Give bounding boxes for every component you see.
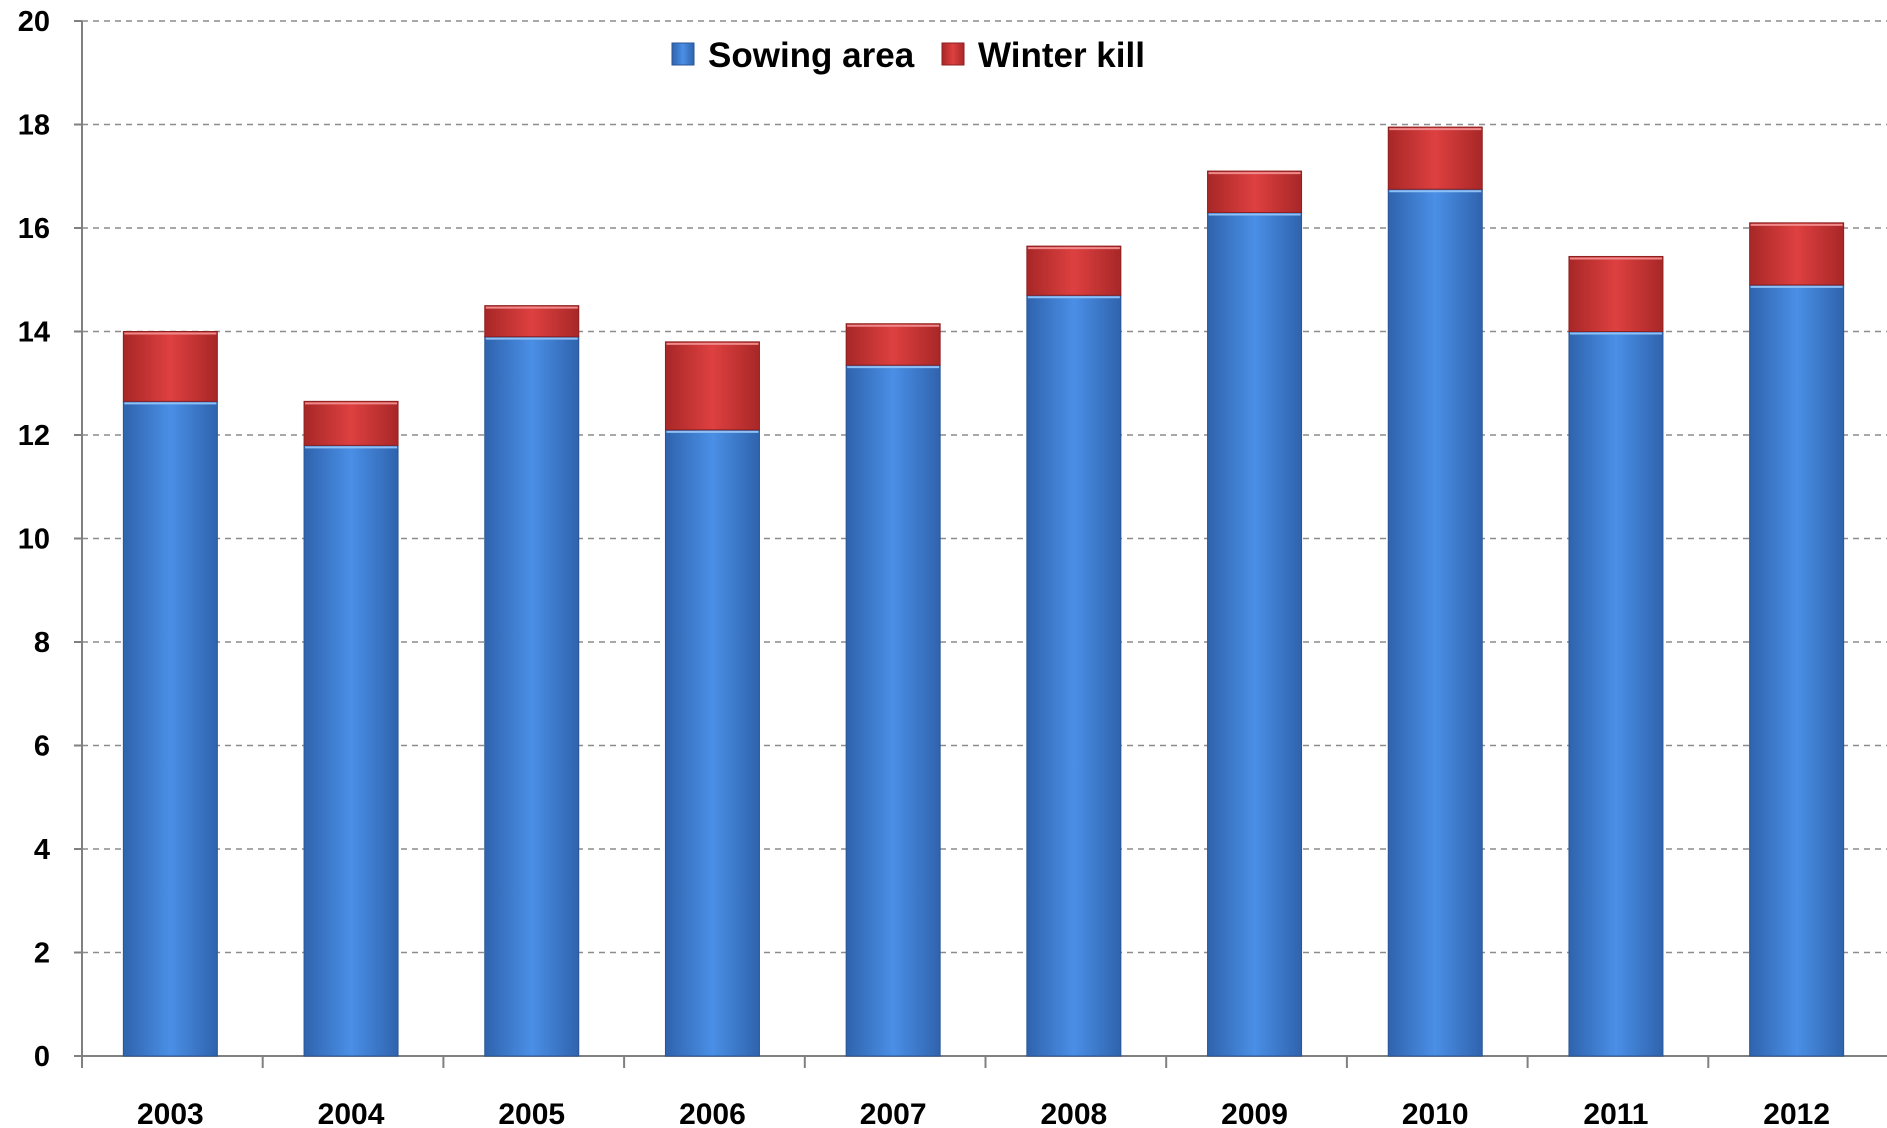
y-tick-label: 16 [18,213,50,245]
bar-winter-kill-2006 [664,341,760,431]
bar-sowing-area-2004 [303,444,399,1057]
bar-sowing-area-2010 [1387,188,1483,1057]
axis-labels: 0 2 4 6 8 10 12 14 16 18 20 2003 2004 2005 2006 2007 200… [18,6,1830,1128]
y-tick-label: 18 [18,110,50,142]
x-category-label: 2008 [1040,1098,1107,1128]
x-category-label: 2004 [318,1098,385,1128]
x-category-label: 2010 [1402,1098,1469,1128]
x-category-label: 2006 [679,1098,746,1128]
bar-sowing-area-2006 [664,429,760,1057]
bar-winter-kill-2008 [1026,245,1122,296]
y-tick-label: 14 [18,317,50,349]
legend-swatch-sowing-area [671,42,695,66]
bar-sowing-area-2009 [1207,211,1303,1057]
bar-sowing-area-2007 [845,364,941,1057]
bar-sowing-area-2008 [1026,294,1122,1057]
x-category-label: 2005 [498,1098,565,1128]
bar-winter-kill-2012 [1749,222,1845,286]
x-category-label: 2003 [137,1098,204,1128]
x-category-label: 2012 [1763,1098,1830,1128]
y-tick-label: 0 [34,1041,50,1073]
bar-sowing-area-2005 [484,336,580,1057]
legend-label-winter-kill: Winter kill [978,36,1145,75]
bar-sowing-area-2012 [1749,284,1845,1057]
y-tick-label: 10 [18,524,50,556]
legend: Sowing area Winter kill [671,36,1145,75]
bar-winter-kill-2004 [303,400,399,446]
y-tick-label: 12 [18,420,50,452]
bar-sowing-area-2011 [1568,331,1664,1057]
bar-winter-kill-2009 [1207,170,1303,213]
y-tick-label: 8 [34,627,50,659]
bar-winter-kill-2003 [122,331,218,402]
bars [122,126,1845,1057]
y-tick-label: 4 [34,834,50,866]
bar-winter-kill-2011 [1568,255,1664,332]
x-category-label: 2009 [1221,1098,1288,1128]
bar-winter-kill-2005 [484,305,580,338]
bar-winter-kill-2007 [845,323,941,366]
legend-label-sowing-area: Sowing area [708,36,915,75]
x-category-label: 2011 [1583,1098,1648,1128]
y-tick-label: 2 [34,938,50,970]
y-tick-label: 6 [34,731,50,763]
y-tick-label: 20 [18,6,50,38]
bar-winter-kill-2010 [1387,126,1483,190]
bar-sowing-area-2003 [122,400,218,1057]
legend-swatch-winter-kill [941,42,965,66]
x-category-label: 2007 [860,1098,927,1128]
